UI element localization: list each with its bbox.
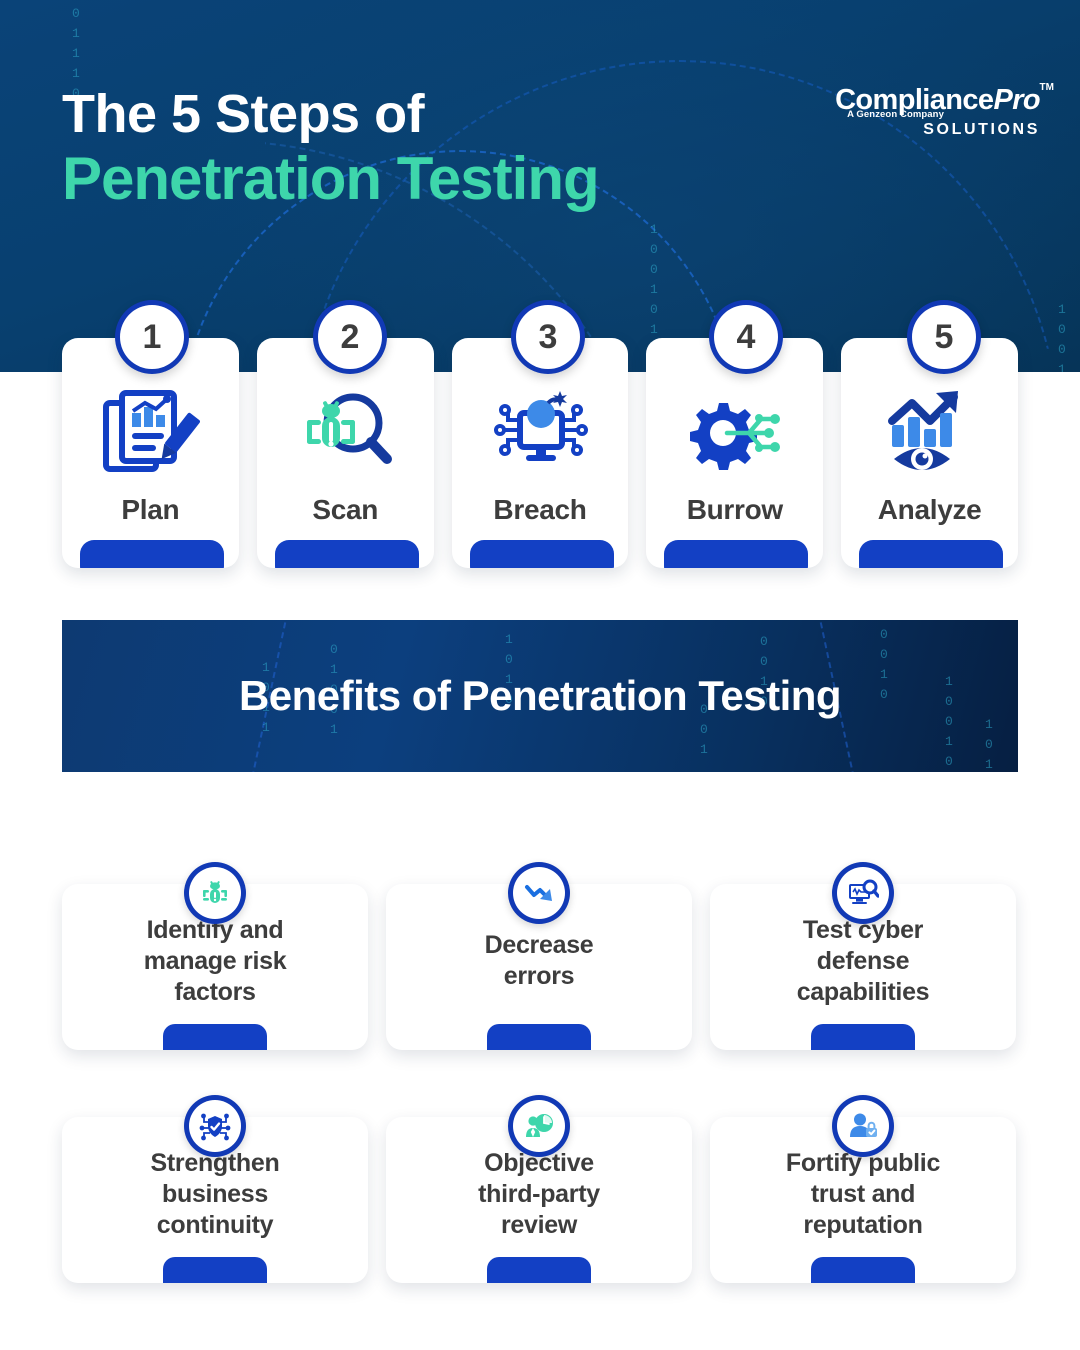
card-accent-bar bbox=[163, 1024, 267, 1050]
card-accent-bar bbox=[487, 1024, 591, 1050]
steps-row: Plan bbox=[62, 338, 1018, 568]
logo-wordmark: CompliancePro TM A Genzeon Company bbox=[835, 82, 1054, 120]
clipboard-chart-pencil-icon bbox=[97, 386, 203, 480]
benefits-row-1: Identify and manage risk factors Decreas… bbox=[62, 862, 1018, 1050]
card-accent-bar bbox=[80, 540, 224, 568]
step-label: Breach bbox=[493, 494, 587, 525]
benefit-card-business-continuity[interactable]: Strengthen business continuity bbox=[62, 1117, 368, 1283]
binary-column: 1 0 1 0 bbox=[985, 717, 994, 772]
logo-solutions-text: SOLUTIONS bbox=[923, 121, 1040, 138]
page-title: The 5 Steps of Penetration Testing bbox=[62, 84, 600, 213]
step-label: Scan bbox=[312, 494, 379, 525]
benefit-label: Test cyber defense capabilities bbox=[796, 915, 930, 1006]
step-card-plan[interactable]: Plan bbox=[62, 338, 239, 568]
card-accent-bar bbox=[487, 1257, 591, 1283]
card-accent-bar bbox=[811, 1257, 915, 1283]
card-accent-bar bbox=[664, 540, 809, 568]
benefit-label: Fortify public trust and reputation bbox=[785, 1148, 941, 1239]
benefit-card-public-trust[interactable]: Fortify public trust and reputation bbox=[710, 1117, 1016, 1283]
benefit-card-identify-risk[interactable]: Identify and manage risk factors bbox=[62, 884, 368, 1050]
benefits-row-2: Strengthen business continuity Objective… bbox=[62, 1095, 1018, 1283]
step-label: Analyze bbox=[877, 494, 982, 525]
card-accent-bar bbox=[859, 540, 1004, 568]
card-accent-bar bbox=[811, 1024, 915, 1050]
step-card-breach[interactable]: Breach bbox=[451, 338, 629, 568]
binary-column: 0 0 1 0 bbox=[880, 627, 889, 702]
benefit-card-decrease-errors[interactable]: Decrease errors bbox=[386, 884, 692, 1050]
binary-column: 0 0 1 0 bbox=[760, 634, 769, 709]
magnifier-bug-icon bbox=[292, 386, 398, 480]
benefits-banner: 1 0 1 1 0 1 0 0 1 1 0 1 0 0 0 1 0 0 1 0 … bbox=[62, 620, 1018, 772]
card-accent-bar bbox=[469, 540, 614, 568]
binary-column: 1 0 0 1 bbox=[1058, 302, 1067, 372]
monitor-bomb-circuit-icon bbox=[487, 386, 593, 480]
binary-column: 0 0 1 bbox=[700, 702, 709, 757]
logo-tagline: A Genzeon Company bbox=[847, 109, 944, 120]
benefit-label: Decrease errors bbox=[484, 931, 594, 990]
binary-column: 0 1 1 1 0 bbox=[72, 6, 81, 101]
logo-main-text: CompliancePro bbox=[835, 84, 1041, 116]
binary-column: 1 0 1 0 bbox=[505, 632, 514, 707]
card-accent-bar bbox=[163, 1257, 267, 1283]
gear-circuit-icon bbox=[682, 386, 788, 480]
step-card-scan[interactable]: Scan bbox=[256, 338, 434, 568]
benefit-card-third-party-review[interactable]: Objective third-party review bbox=[386, 1117, 692, 1283]
step-label: Plan bbox=[121, 494, 180, 525]
step-card-burrow[interactable]: Burrow bbox=[646, 338, 824, 568]
step-card-analyze[interactable]: Analyze bbox=[841, 338, 1018, 568]
benefit-label: Identify and manage risk factors bbox=[143, 915, 287, 1006]
title-line-2: Penetration Testing bbox=[62, 145, 600, 213]
header-banner: 0 1 1 1 0 1 0 0 1 0 1 1 1 0 1 0 0 1 The … bbox=[0, 0, 1080, 372]
step-label: Burrow bbox=[686, 494, 784, 525]
logo-trademark: TM bbox=[1039, 82, 1054, 93]
compliancepro-logo: CompliancePro TM A Genzeon Company SOLUT… bbox=[835, 82, 1054, 139]
chart-arrow-eye-icon bbox=[877, 386, 983, 480]
benefit-card-test-cyber-defense[interactable]: Test cyber defense capabilities bbox=[710, 884, 1016, 1050]
benefit-label: Strengthen business continuity bbox=[150, 1148, 280, 1239]
benefit-label: Objective third-party review bbox=[478, 1148, 600, 1239]
binary-column: 1 0 0 1 0 1 bbox=[945, 674, 954, 769]
card-accent-bar bbox=[274, 540, 419, 568]
banner-title: Benefits of Penetration Testing bbox=[238, 672, 842, 719]
title-line-1: The 5 Steps of bbox=[62, 84, 425, 144]
binary-column: 1 0 1 1 bbox=[262, 660, 271, 735]
binary-column: 0 1 0 0 1 bbox=[330, 642, 339, 737]
